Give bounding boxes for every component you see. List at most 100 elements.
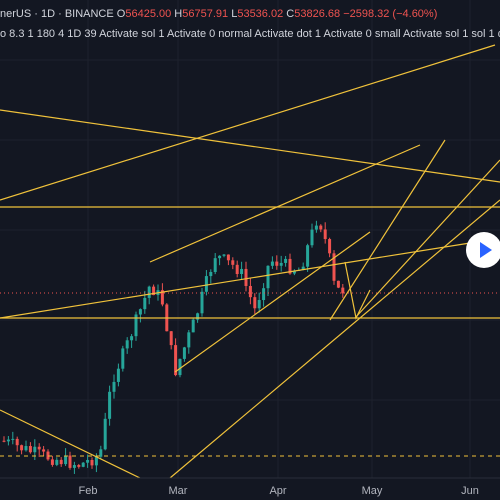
candle-body xyxy=(112,381,116,392)
candle-body xyxy=(152,286,156,296)
ohlc-value: 53536.02 xyxy=(237,8,284,20)
candle-body xyxy=(279,262,283,266)
candle-body xyxy=(86,459,90,463)
ohlc-key: C xyxy=(286,8,295,20)
x-label: May xyxy=(362,485,383,497)
candle-body xyxy=(24,446,28,451)
candle-body xyxy=(138,309,142,315)
candle-body xyxy=(292,270,296,274)
candle-body xyxy=(336,280,340,288)
candle-body xyxy=(125,340,129,349)
candle-body xyxy=(174,345,178,376)
candle-body xyxy=(341,287,345,294)
legend-main: nerUS · 1D · BINANCE O56425.00 H56757.91… xyxy=(0,8,438,20)
candle-body xyxy=(6,439,10,442)
drawings xyxy=(0,44,500,479)
x-label: Mar xyxy=(169,485,188,497)
interval: 1D xyxy=(40,8,56,20)
candle-body xyxy=(116,368,120,382)
indicators: o 8.3 1 180 4 1D 39 Activate sol 1 Activ… xyxy=(0,28,500,40)
candle-body xyxy=(46,451,50,460)
candle-body xyxy=(11,438,15,440)
candle-body xyxy=(160,290,164,305)
candle-body xyxy=(323,229,327,240)
candle-body xyxy=(328,239,332,254)
candle-body xyxy=(196,313,200,320)
candle-body xyxy=(130,336,134,341)
candle-body xyxy=(68,455,72,468)
candle-body xyxy=(81,462,85,467)
candle-body xyxy=(332,253,336,281)
candle-body xyxy=(169,331,173,346)
candle-body xyxy=(178,358,182,376)
candle-body xyxy=(200,291,204,314)
candle-body xyxy=(266,265,270,289)
candle-body xyxy=(134,314,138,337)
x-label: Feb xyxy=(79,485,98,497)
candle-body xyxy=(42,449,46,452)
ohlc-key: L xyxy=(231,8,238,20)
candle-body xyxy=(94,456,98,466)
candle-body xyxy=(275,261,279,266)
grid xyxy=(0,0,500,478)
change: −2598.32 (−4.60%) xyxy=(343,8,438,20)
candle-body xyxy=(262,288,266,301)
candle-body xyxy=(288,258,292,274)
candle-body xyxy=(191,319,195,333)
candle-body xyxy=(121,348,125,369)
candle-body xyxy=(257,300,261,309)
candle-body xyxy=(99,449,103,457)
ohlc-value: 56757.91 xyxy=(182,8,229,20)
exchange: BINANCE xyxy=(64,8,114,20)
candle-body xyxy=(222,254,226,256)
candle-body xyxy=(187,332,191,348)
candle-body xyxy=(103,418,107,450)
candle-body xyxy=(306,245,310,267)
candle-body xyxy=(108,391,112,419)
candle-body xyxy=(284,258,288,263)
symbol: nerUS xyxy=(0,8,32,20)
candle-body xyxy=(301,266,305,270)
candle-body xyxy=(28,446,32,453)
scroll-button[interactable] xyxy=(466,232,500,268)
candle-body xyxy=(248,285,252,298)
candle-body xyxy=(235,264,239,275)
candle-body xyxy=(226,254,230,261)
candle-body xyxy=(2,440,6,442)
candle-body xyxy=(15,438,19,446)
candle-body xyxy=(218,255,222,259)
candle-body xyxy=(270,261,274,266)
x-axis: Feb Mar Apr May Jun xyxy=(79,485,479,497)
candle-body xyxy=(240,268,244,275)
x-label: Apr xyxy=(269,485,286,497)
candle-body xyxy=(182,347,186,359)
ohlc-value: 56425.00 xyxy=(125,8,172,20)
candle-body xyxy=(64,455,68,465)
candles xyxy=(2,220,345,474)
candle-body xyxy=(204,276,208,292)
candle-body xyxy=(310,229,314,246)
ohlc-value: 53826.68 xyxy=(294,8,341,20)
candle-body xyxy=(231,260,235,265)
candle-body xyxy=(147,286,151,298)
candle-body xyxy=(319,225,323,230)
candle-body xyxy=(50,459,54,465)
ohlc-key: O xyxy=(116,8,126,20)
ohlc-key: H xyxy=(174,8,183,20)
candle-body xyxy=(37,446,41,450)
candle-body xyxy=(209,271,213,277)
candle-body xyxy=(55,459,59,465)
candle-body xyxy=(314,225,318,230)
candle-body xyxy=(20,445,24,451)
candle-body xyxy=(244,268,248,286)
candle-body xyxy=(77,465,81,467)
candle-body xyxy=(90,459,94,466)
candle-body xyxy=(253,297,257,309)
candle-body xyxy=(213,258,217,272)
x-label: Jun xyxy=(461,485,479,497)
candle-body xyxy=(59,459,63,465)
candle-body xyxy=(33,446,37,453)
candle-body xyxy=(143,297,147,310)
candle-body xyxy=(72,465,76,468)
